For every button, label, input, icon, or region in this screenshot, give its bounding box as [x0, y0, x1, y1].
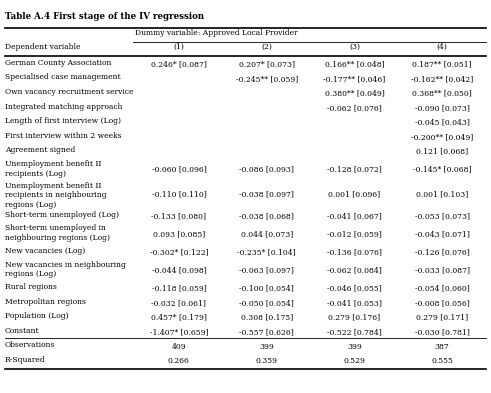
Text: -0.062 [0.076]: -0.062 [0.076] [327, 104, 382, 112]
Text: -0.060 [0.096]: -0.060 [0.096] [152, 166, 206, 174]
Text: 0.001 [0.096]: 0.001 [0.096] [328, 191, 381, 199]
Text: Short-term unemployed in
neighbouring regions (Log): Short-term unemployed in neighbouring re… [5, 224, 110, 242]
Text: -0.012 [0.059]: -0.012 [0.059] [327, 230, 382, 239]
Text: 0.279 [0.176]: 0.279 [0.176] [328, 314, 381, 321]
Text: 409: 409 [171, 343, 186, 351]
Text: Constant: Constant [5, 327, 40, 335]
Text: -0.162** [0.042]: -0.162** [0.042] [411, 75, 473, 83]
Text: -0.033 [0.087]: -0.033 [0.087] [415, 266, 470, 275]
Text: -0.063 [0.097]: -0.063 [0.097] [239, 266, 294, 275]
Text: -0.145* [0.068]: -0.145* [0.068] [413, 166, 471, 174]
Text: (4): (4) [437, 43, 448, 51]
Text: -0.008 [0.056]: -0.008 [0.056] [415, 299, 469, 307]
Text: -0.557 [0.626]: -0.557 [0.626] [239, 328, 294, 336]
Text: Dummy variable: Approved Local Provider: Dummy variable: Approved Local Provider [135, 29, 298, 37]
Text: -0.045 [0.043]: -0.045 [0.043] [415, 119, 470, 127]
Text: 0.001 [0.103]: 0.001 [0.103] [416, 191, 468, 199]
Text: (1): (1) [173, 43, 184, 51]
Text: 0.308 [0.175]: 0.308 [0.175] [241, 314, 293, 321]
Text: -0.200** [0.049]: -0.200** [0.049] [411, 133, 473, 141]
Text: -0.133 [0.080]: -0.133 [0.080] [151, 212, 206, 220]
Text: 0.166** [0.048]: 0.166** [0.048] [325, 61, 384, 68]
Text: -0.126 [0.076]: -0.126 [0.076] [415, 248, 469, 257]
Text: 0.207* [0.073]: 0.207* [0.073] [239, 61, 295, 68]
Text: -0.054 [0.060]: -0.054 [0.060] [415, 285, 469, 292]
Text: -0.128 [0.072]: -0.128 [0.072] [327, 166, 382, 174]
Text: 0.121 [0.068]: 0.121 [0.068] [416, 148, 468, 156]
Text: 399: 399 [347, 343, 362, 351]
Text: New vacancies (Log): New vacancies (Log) [5, 247, 85, 255]
Text: -0.050 [0.054]: -0.050 [0.054] [239, 299, 294, 307]
Text: 399: 399 [259, 343, 274, 351]
Text: 0.187** [0.051]: 0.187** [0.051] [412, 61, 472, 68]
Text: -0.030 [0.781]: -0.030 [0.781] [415, 328, 470, 336]
Text: 0.555: 0.555 [431, 357, 453, 365]
Text: (2): (2) [261, 43, 272, 51]
Text: Rural regions: Rural regions [5, 283, 57, 291]
Text: -0.053 [0.073]: -0.053 [0.073] [415, 212, 470, 220]
Text: Observations: Observations [5, 341, 55, 349]
Text: 0.359: 0.359 [256, 357, 278, 365]
Text: -0.032 [0.061]: -0.032 [0.061] [151, 299, 206, 307]
Text: First interview within 2 weeks: First interview within 2 weeks [5, 132, 121, 140]
Text: -0.044 [0.098]: -0.044 [0.098] [152, 266, 206, 275]
Text: -0.038 [0.097]: -0.038 [0.097] [239, 191, 294, 199]
Text: -0.062 [0.084]: -0.062 [0.084] [327, 266, 382, 275]
Text: -0.136 [0.076]: -0.136 [0.076] [327, 248, 382, 257]
Text: German County Association: German County Association [5, 59, 111, 67]
Text: -0.110 [0.110]: -0.110 [0.110] [152, 191, 206, 199]
Text: Table A.4 First stage of the IV regression: Table A.4 First stage of the IV regressi… [5, 12, 204, 21]
Text: 0.093 [0.085]: 0.093 [0.085] [153, 230, 205, 239]
Text: R-Squared: R-Squared [5, 356, 46, 364]
Text: 0.044 [0.073]: 0.044 [0.073] [241, 230, 293, 239]
Text: Metropolitan regions: Metropolitan regions [5, 298, 86, 306]
Text: Own vacancy recruitment service: Own vacancy recruitment service [5, 88, 134, 96]
Text: Population (Log): Population (Log) [5, 312, 69, 320]
Text: 0.279 [0.171]: 0.279 [0.171] [416, 314, 468, 321]
Text: -0.118 [0.059]: -0.118 [0.059] [152, 285, 206, 292]
Text: Integrated matching approach: Integrated matching approach [5, 103, 122, 110]
Text: -0.038 [0.068]: -0.038 [0.068] [239, 212, 294, 220]
Text: 0.457* [0.179]: 0.457* [0.179] [151, 314, 207, 321]
Text: Dependent variable: Dependent variable [5, 43, 81, 51]
Text: -0.245** [0.059]: -0.245** [0.059] [236, 75, 298, 83]
Text: -0.041 [0.053]: -0.041 [0.053] [327, 299, 382, 307]
Text: 387: 387 [435, 343, 450, 351]
Text: 0.368** [0.050]: 0.368** [0.050] [412, 90, 472, 97]
Text: -0.043 [0.071]: -0.043 [0.071] [415, 230, 470, 239]
Text: -0.235* [0.104]: -0.235* [0.104] [237, 248, 296, 257]
Text: -0.302* [0.122]: -0.302* [0.122] [150, 248, 208, 257]
Text: -0.086 [0.093]: -0.086 [0.093] [239, 166, 294, 174]
Text: -0.090 [0.073]: -0.090 [0.073] [415, 104, 470, 112]
Text: -0.041 [0.067]: -0.041 [0.067] [327, 212, 382, 220]
Text: -0.100 [0.054]: -0.100 [0.054] [239, 285, 294, 292]
Text: 0.380** [0.049]: 0.380** [0.049] [325, 90, 384, 97]
Text: 0.246* [0.087]: 0.246* [0.087] [151, 61, 207, 68]
Text: Specialised case management: Specialised case management [5, 73, 120, 81]
Text: (3): (3) [349, 43, 360, 51]
Text: New vacancies in neighbouring
regions (Log): New vacancies in neighbouring regions (L… [5, 261, 126, 278]
Text: 0.266: 0.266 [168, 357, 190, 365]
Text: Agreement signed: Agreement signed [5, 146, 75, 154]
Text: Unemployment benefit II
recipients in neighbouring
regions (Log): Unemployment benefit II recipients in ne… [5, 182, 107, 209]
Text: Unemployment benefit II
recipients (Log): Unemployment benefit II recipients (Log) [5, 160, 101, 178]
Text: -0.177** [0.046]: -0.177** [0.046] [323, 75, 385, 83]
Text: Short-term unemployed (Log): Short-term unemployed (Log) [5, 211, 119, 219]
Text: Length of first interview (Log): Length of first interview (Log) [5, 117, 121, 125]
Text: -0.046 [0.055]: -0.046 [0.055] [327, 285, 382, 292]
Text: -0.522 [0.784]: -0.522 [0.784] [327, 328, 382, 336]
Text: -1.407* [0.659]: -1.407* [0.659] [150, 328, 208, 336]
Text: 0.529: 0.529 [344, 357, 365, 365]
